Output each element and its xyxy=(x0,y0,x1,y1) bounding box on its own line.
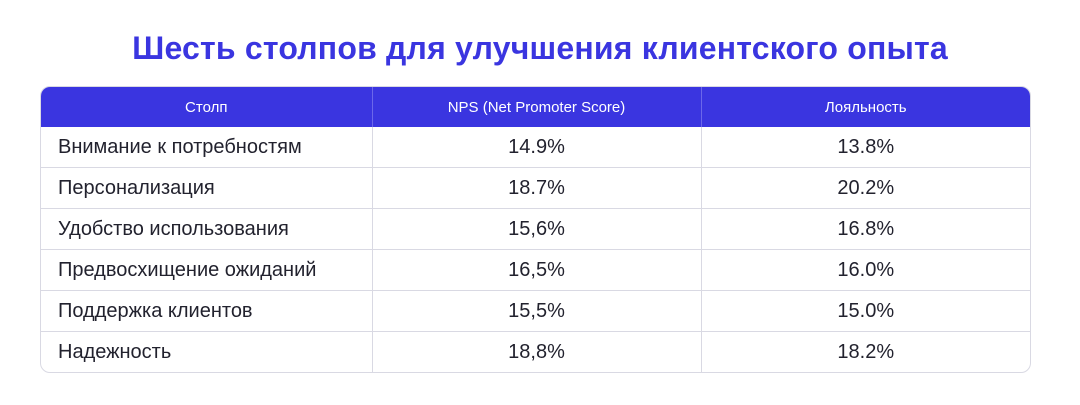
table-body: Внимание к потребностям 14.9% 13.8% Перс… xyxy=(41,127,1030,372)
table-row: Предвосхищение ожиданий 16,5% 16.0% xyxy=(41,249,1030,291)
column-header-loyalty: Лояльность xyxy=(700,87,1030,127)
pillars-table: Столп NPS (Net Promoter Score) Лояльност… xyxy=(40,86,1031,373)
cell-pillar: Предвосхищение ожиданий xyxy=(41,249,372,291)
cell-loyalty: 16.8% xyxy=(700,208,1030,250)
cell-loyalty: 15.0% xyxy=(700,290,1030,332)
header-row: Столп NPS (Net Promoter Score) Лояльност… xyxy=(41,87,1030,127)
table-row: Поддержка клиентов 15,5% 15.0% xyxy=(41,290,1030,332)
cell-loyalty: 13.8% xyxy=(700,127,1030,168)
cell-pillar: Внимание к потребностям xyxy=(58,135,302,158)
cell-nps: 15,6% xyxy=(371,208,701,250)
cell-loyalty: 16.0% xyxy=(700,249,1030,291)
column-header-nps: NPS (Net Promoter Score) xyxy=(371,87,701,127)
table-row: Внимание к потребностям 14.9% 13.8% xyxy=(41,127,1030,168)
table-header: Столп NPS (Net Promoter Score) Лояльност… xyxy=(41,87,1030,127)
cell-nps: 16,5% xyxy=(371,249,701,291)
column-header-pillar: Столп xyxy=(41,87,372,127)
cell-pillar: Удобство использования xyxy=(41,208,372,250)
data-table: Столп NPS (Net Promoter Score) Лояльност… xyxy=(41,87,1030,372)
cell-loyalty: 20.2% xyxy=(700,167,1030,209)
table-row: Удобство использования 15,6% 16.8% xyxy=(41,208,1030,250)
page-title: Шесть столпов для улучшения клиентского … xyxy=(132,30,948,66)
table-row: Персонализация 18.7% 20.2% xyxy=(41,167,1030,209)
table-row: Надежность 18,8% 18.2% xyxy=(41,331,1030,372)
cell-pillar: Надежность xyxy=(41,331,372,372)
cell-pillar: Персонализация xyxy=(41,167,372,209)
cell-nps: 14.9% xyxy=(371,127,701,168)
cell-loyalty: 18.2% xyxy=(700,331,1030,372)
cell-pillar: Поддержка клиентов xyxy=(41,290,372,332)
cell-nps: 18.7% xyxy=(371,167,701,209)
cell-nps: 15,5% xyxy=(371,290,701,332)
cell-nps: 18,8% xyxy=(371,331,701,372)
